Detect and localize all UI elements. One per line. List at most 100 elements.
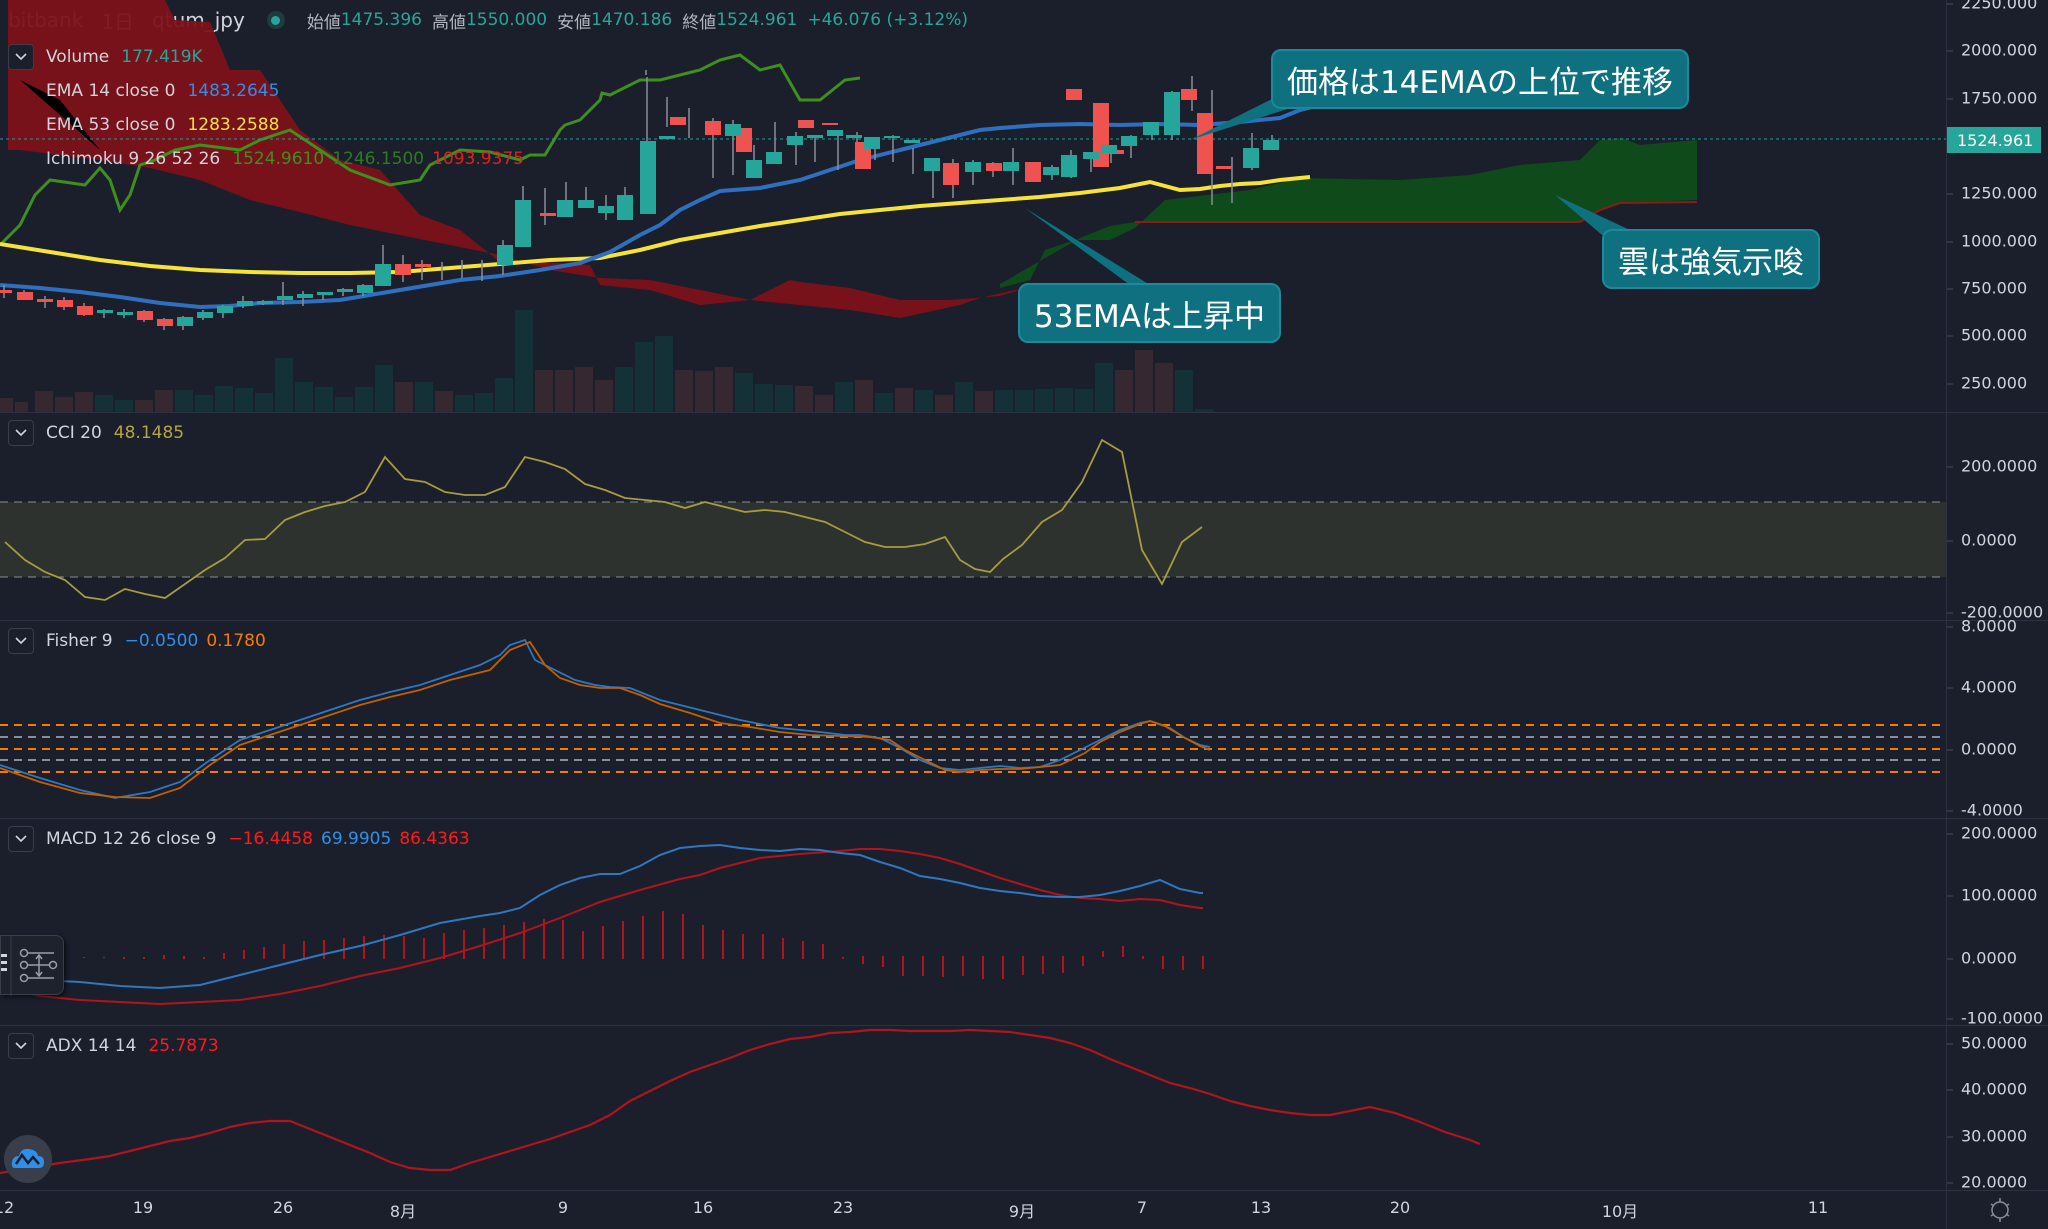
fisher-axis[interactable]: 8.0000 4.0000 0.0000 -4.0000 [1946, 616, 2048, 820]
price-chart-canvas[interactable] [0, 0, 1946, 412]
fisher-tick: 0.0000 [1947, 739, 2017, 759]
legend-ema53[interactable]: EMA 53 close 0 1283.2588 [8, 108, 532, 142]
adx-title: ADX 14 14 [46, 1036, 137, 1056]
macd-tick: 200.0000 [1946, 823, 2038, 843]
time-label: 26 [272, 1198, 294, 1217]
ema14-value: 1483.2645 [187, 81, 280, 101]
high-label: 高値 [431, 12, 466, 33]
candlesticks [0, 70, 1279, 330]
ema14-title: EMA 14 close 0 [46, 81, 176, 101]
macd-title: MACD 12 26 close 9 [46, 829, 217, 849]
time-label: 19 [132, 1198, 154, 1217]
collapse-legend-button[interactable] [8, 44, 34, 70]
fisher-chart-canvas[interactable] [0, 620, 1946, 818]
axis-corner [1946, 1190, 2048, 1229]
time-label: 8月 [389, 1202, 417, 1221]
low-value: 1470.186 [591, 10, 673, 30]
cci-pane[interactable]: CCI 20 48.1485 [0, 412, 1946, 621]
main-legend: Volume 177.419K EMA 14 close 0 1483.2645… [8, 40, 532, 176]
fisher-value-1: −0.0500 [124, 631, 199, 651]
macd-signal-value: 86.4363 [399, 829, 470, 849]
close-label: 終値 [682, 12, 717, 33]
adx-value: 25.7873 [148, 1036, 219, 1056]
fisher-legend: Fisher 9 −0.0500 0.1780 [8, 624, 274, 658]
adx-pane[interactable]: ADX 14 14 25.7873 [0, 1025, 1946, 1191]
high-value: 1550.000 [465, 10, 548, 30]
object-tree-button[interactable] [0, 935, 64, 996]
time-label: 12 [0, 1198, 15, 1217]
price-tick: 2250.000 [1946, 0, 2037, 13]
adx-tick: 30.0000 [1946, 1126, 2028, 1146]
time-label: 9 [557, 1198, 569, 1217]
brand-logo[interactable] [4, 1135, 52, 1183]
ichimoku-value-1: 1524.9610 [232, 149, 325, 169]
time-label: 9月 [1008, 1202, 1036, 1221]
fisher-tick: 4.0000 [1947, 677, 2017, 697]
annotation-price-above-ema14[interactable]: 価格は14EMAの上位で推移 [1271, 49, 1689, 109]
cloud-logo-icon [11, 1148, 45, 1168]
price-tick: 1750.000 [1946, 88, 2038, 108]
legend-volume[interactable]: Volume 177.419K [8, 40, 532, 74]
collapse-macd-button[interactable] [8, 826, 34, 852]
macd-tick: 0.0000 [1947, 948, 2017, 968]
collapse-fisher-button[interactable] [8, 628, 34, 654]
macd-axis[interactable]: 200.0000 100.0000 0.0000 -100.0000 [1946, 818, 2048, 1028]
macd-tick: 100.0000 [1946, 885, 2038, 905]
time-label: 23 [832, 1198, 854, 1217]
adx-tick: 50.0000 [1946, 1033, 2028, 1053]
fisher-tick: 8.0000 [1947, 616, 2017, 636]
legend-ema14[interactable]: EMA 14 close 0 1483.2645 [8, 74, 532, 108]
change-value: +46.076 (+3.12%) [807, 10, 968, 30]
collapse-adx-button[interactable] [8, 1033, 34, 1059]
chevron-down-icon [15, 53, 27, 61]
time-label: 7 [1136, 1198, 1148, 1217]
sliders-icon [1, 936, 58, 996]
time-label: 13 [1250, 1198, 1272, 1217]
time-label: 10月 [1601, 1202, 1639, 1221]
open-label: 始値 [306, 12, 341, 33]
volume-title: Volume [46, 47, 110, 67]
price-tick: 1250.000 [1946, 183, 2038, 203]
fisher-title: Fisher 9 [46, 631, 113, 651]
price-tick: 1000.000 [1946, 231, 2038, 251]
fisher-pane[interactable]: Fisher 9 −0.0500 0.1780 [0, 620, 1946, 819]
adx-axis[interactable]: 50.0000 40.0000 30.0000 20.0000 [1946, 1025, 2048, 1192]
macd-histogram-value: −16.4458 [228, 829, 313, 849]
ema53-title: EMA 53 close 0 [46, 115, 176, 135]
chevron-down-icon [15, 835, 27, 843]
time-label: 20 [1389, 1198, 1411, 1217]
ema53-value: 1283.2588 [187, 115, 280, 135]
chevron-down-icon [15, 1042, 27, 1050]
cci-value: 48.1485 [113, 423, 185, 443]
macd-chart-canvas[interactable] [0, 818, 1946, 1025]
macd-legend: MACD 12 26 close 9 −16.4458 69.9905 86.4… [8, 822, 478, 856]
adx-tick: 20.0000 [1946, 1172, 2028, 1192]
current-price-badge: 1524.961 [1947, 127, 2041, 153]
annotation-cloud-bullish[interactable]: 雲は強気示唆 [1602, 229, 1820, 289]
macd-line-value: 69.9905 [321, 829, 392, 849]
price-tick: 250.000 [1946, 373, 2028, 393]
ichimoku-title: Ichimoku 9 26 52 26 [46, 149, 221, 169]
macd-pane[interactable]: MACD 12 26 close 9 −16.4458 69.9905 86.4… [0, 818, 1946, 1026]
ichimoku-value-3: 1093.9375 [432, 149, 525, 169]
chevron-down-icon [15, 429, 27, 437]
main-price-pane[interactable]: Volume 177.419K EMA 14 close 0 1483.2645… [0, 0, 1946, 413]
cci-title: CCI 20 [46, 423, 102, 443]
legend-ichimoku[interactable]: Ichimoku 9 26 52 26 1524.9610 1246.1500 … [8, 142, 532, 176]
adx-legend: ADX 14 14 25.7873 [8, 1029, 227, 1063]
cci-axis[interactable]: 200.0000 0.0000 -200.0000 [1946, 412, 2048, 622]
ichimoku-value-2: 1246.1500 [332, 149, 425, 169]
price-tick: 750.000 [1946, 278, 2028, 298]
price-axis[interactable]: 2250.000 2000.000 1750.000 1250.000 1000… [1946, 0, 2048, 413]
collapse-cci-button[interactable] [8, 420, 34, 446]
settings-gear-icon[interactable] [1985, 1195, 2015, 1225]
fisher-value-2: 0.1780 [206, 631, 266, 651]
annotation-ema53-rising[interactable]: 53EMAは上昇中 [1018, 283, 1281, 343]
price-tick: 2000.000 [1946, 40, 2038, 60]
chevron-down-icon [15, 637, 27, 645]
cci-chart-canvas[interactable] [0, 412, 1946, 620]
price-tick: 500.000 [1946, 325, 2028, 345]
adx-chart-canvas[interactable] [0, 1025, 1946, 1190]
time-axis[interactable]: 12 19 26 8月 9 16 23 9月 7 13 20 10月 11 [0, 1190, 1946, 1229]
volume-value: 177.419K [121, 47, 203, 67]
